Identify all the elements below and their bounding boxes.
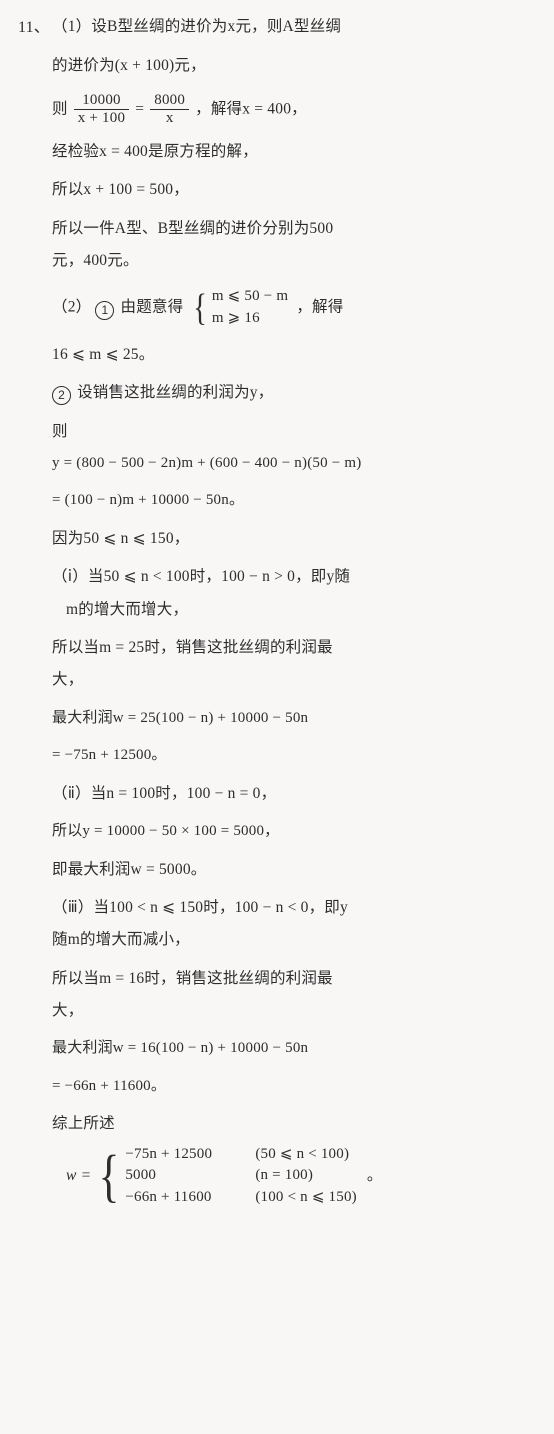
piece-expr: −66n + 11600 xyxy=(125,1187,255,1209)
solution-page: 11、 （1）设B型丝绸的进价为x元，则A型丝绸 的进价为(x + 100)元，… xyxy=(0,0,554,1434)
eq-5b: = −66n + 11600。 xyxy=(18,1074,536,1100)
line-6b: 元，400元。 xyxy=(18,248,536,274)
eq-1a: y = (800 − 500 − 2n)m + (600 − 400 − n)(… xyxy=(18,451,536,477)
line-14: （ⅱ）当n = 100时，100 − n = 0， xyxy=(18,781,536,807)
sys-row: m ⩽ 50 − m xyxy=(212,286,288,308)
text: 经检验x = 400是原方程的解， xyxy=(52,139,536,165)
text: 大， xyxy=(52,667,536,693)
piece-expr: −75n + 12500 xyxy=(125,1144,255,1166)
line-12a: （ⅰ）当50 ⩽ n < 100时，100 − n > 0，即y随 xyxy=(18,564,536,590)
line-17b: 大， xyxy=(18,998,536,1024)
sys-row: m ⩾ 16 xyxy=(212,308,288,330)
text: （1）设B型丝绸的进价为x元，则A型丝绸 xyxy=(52,14,536,40)
text: （ⅰ）当50 ⩽ n < 100时，100 − n > 0，即y随 xyxy=(52,564,536,590)
eq-5a: 最大利润w = 16(100 − n) + 10000 − 50n xyxy=(18,1036,536,1062)
eq-3a: 最大利润w = 25(100 − n) + 10000 − 50n xyxy=(18,706,536,732)
text: 所以当m = 25时，销售这批丝绸的利润最 xyxy=(52,635,536,661)
text: 即最大利润w = 5000。 xyxy=(52,857,536,883)
circled-1-icon: 1 xyxy=(95,301,114,320)
fraction-equation: 则 10000 x + 100 = 8000 x ，解得x = 400， xyxy=(52,92,536,128)
line-13a: 所以当m = 25时，销售这批丝绸的利润最 xyxy=(18,635,536,661)
text: 元，400元。 xyxy=(52,248,536,274)
equation: = (100 − n)m + 10000 − 50n。 xyxy=(52,488,536,514)
line-16a: （ⅲ）当100 < n ⩽ 150时，100 − n < 0，即y xyxy=(18,895,536,921)
system-body: m ⩽ 50 − m m ⩾ 16 xyxy=(212,286,288,330)
line-4: 经检验x = 400是原方程的解， xyxy=(18,139,536,165)
line-16b: 随m的增大而减小， xyxy=(18,927,536,953)
line-15: 即最大利润w = 5000。 xyxy=(18,857,536,883)
line-1: 11、 （1）设B型丝绸的进价为x元，则A型丝绸 xyxy=(18,14,536,41)
left-col: −75n + 12500 5000 −66n + 11600 xyxy=(125,1144,255,1209)
text: 设销售这批丝绸的利润为y， xyxy=(77,384,273,401)
equals: = xyxy=(135,100,148,117)
fraction-2: 8000 x xyxy=(150,92,189,128)
brace-system-1: { m ⩽ 50 − m m ⩾ 16 xyxy=(191,286,288,330)
text: （2） xyxy=(52,299,91,316)
eq-1b: = (100 − n)m + 10000 − 50n。 xyxy=(18,488,536,514)
text: 所以x + 100 = 500， xyxy=(52,177,536,203)
text: 综上所述 xyxy=(52,1111,536,1137)
piece-cond: (50 ⩽ n < 100) xyxy=(255,1144,357,1166)
line-9: 2 设销售这批丝绸的利润为y， xyxy=(18,380,536,406)
text: 由题意得 xyxy=(121,299,184,316)
piecewise-w: w = { −75n + 12500 5000 −66n + 11600 (50… xyxy=(18,1144,536,1209)
fraction-1: 10000 x + 100 xyxy=(74,92,129,128)
text: 2 设销售这批丝绸的利润为y， xyxy=(52,380,536,406)
line-5: 所以x + 100 = 500， xyxy=(18,177,536,203)
text: 大， xyxy=(52,998,536,1024)
denominator: x xyxy=(150,109,189,127)
denominator: x + 100 xyxy=(74,109,129,127)
text: 随m的增大而减小， xyxy=(52,927,536,953)
w-equals: w = xyxy=(66,1163,91,1189)
text: ，解得 xyxy=(296,299,343,316)
eq-4: 所以y = 10000 − 50 × 100 = 5000， xyxy=(18,819,536,845)
piece-cond: (n = 100) xyxy=(255,1165,357,1187)
numerator: 8000 xyxy=(150,92,189,109)
line-6a: 所以一件A型、B型丝绸的进价分别为500 xyxy=(18,216,536,242)
numerator: 10000 xyxy=(74,92,129,109)
line-3: 则 10000 x + 100 = 8000 x ，解得x = 400， xyxy=(18,92,536,128)
piece-cond: (100 < n ⩽ 150) xyxy=(255,1187,357,1209)
line-12b: m的增大而增大， xyxy=(18,597,536,623)
left-brace-icon: { xyxy=(194,293,208,323)
text: 所以当m = 16时，销售这批丝绸的利润最 xyxy=(52,966,536,992)
equation: 最大利润w = 16(100 − n) + 10000 − 50n xyxy=(52,1036,536,1062)
text: （ⅲ）当100 < n ⩽ 150时，100 − n < 0，即y xyxy=(52,895,536,921)
text: 则 xyxy=(52,100,68,117)
line-2: 的进价为(x + 100)元， xyxy=(18,53,536,79)
line-10: 则 xyxy=(18,419,536,445)
equation: = −75n + 12500。 xyxy=(52,743,536,769)
line-7: （2） 1 由题意得 { m ⩽ 50 − m m ⩾ 16 ，解得 xyxy=(18,286,536,330)
text: m的增大而增大， xyxy=(66,597,536,623)
line-8: 16 ⩽ m ⩽ 25。 xyxy=(18,342,536,368)
text: 则 xyxy=(52,419,536,445)
equation: y = (800 − 500 − 2n)m + (600 − 400 − n)(… xyxy=(52,451,536,477)
system-line: （2） 1 由题意得 { m ⩽ 50 − m m ⩾ 16 ，解得 xyxy=(52,286,536,330)
text: 的进价为(x + 100)元， xyxy=(52,53,536,79)
text: （ⅱ）当n = 100时，100 − n = 0， xyxy=(52,781,536,807)
piecewise: w = { −75n + 12500 5000 −66n + 11600 (50… xyxy=(52,1144,536,1209)
text: ，解得x = 400， xyxy=(195,100,307,117)
left-brace-icon: { xyxy=(99,1153,120,1199)
text: 所以一件A型、B型丝绸的进价分别为500 xyxy=(52,216,536,242)
text: 因为50 ⩽ n ⩽ 150， xyxy=(52,526,536,552)
line-13b: 大， xyxy=(18,667,536,693)
eq-3b: = −75n + 12500。 xyxy=(18,743,536,769)
period: 。 xyxy=(367,1163,383,1189)
line-18: 综上所述 xyxy=(18,1111,536,1137)
circled-2-icon: 2 xyxy=(52,386,71,405)
question-number: 11、 xyxy=(18,14,52,41)
equation: = −66n + 11600。 xyxy=(52,1074,536,1100)
right-col: (50 ⩽ n < 100) (n = 100) (100 < n ⩽ 150) xyxy=(255,1144,357,1209)
line-17a: 所以当m = 16时，销售这批丝绸的利润最 xyxy=(18,966,536,992)
piece-expr: 5000 xyxy=(125,1165,255,1187)
brace-system-w: { −75n + 12500 5000 −66n + 11600 (50 ⩽ n… xyxy=(95,1144,357,1209)
equation: 所以y = 10000 − 50 × 100 = 5000， xyxy=(52,819,536,845)
equation: 最大利润w = 25(100 − n) + 10000 − 50n xyxy=(52,706,536,732)
text: 16 ⩽ m ⩽ 25。 xyxy=(52,342,536,368)
line-11: 因为50 ⩽ n ⩽ 150， xyxy=(18,526,536,552)
